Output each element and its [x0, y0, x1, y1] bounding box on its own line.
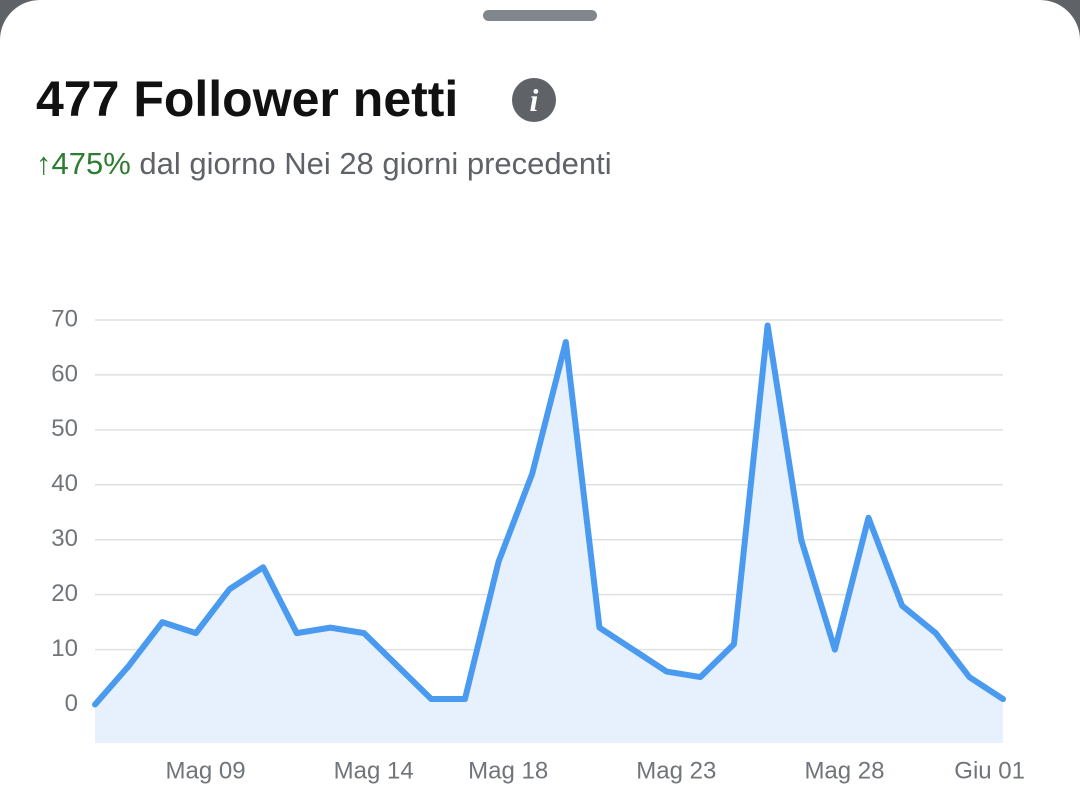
y-tick-label: 60 [51, 360, 78, 387]
drag-handle[interactable] [483, 10, 597, 21]
y-tick-label: 0 [65, 690, 78, 717]
x-tick-label: Giu 01 [954, 757, 1025, 784]
y-tick-label: 20 [51, 580, 78, 607]
change-text: dal giorno Nei 28 giorni precedenti [139, 146, 612, 181]
title: 477 Follower netti [36, 71, 459, 127]
x-tick-label: Mag 14 [334, 757, 414, 784]
y-tick-label: 50 [51, 415, 78, 442]
x-tick-label: Mag 28 [804, 757, 884, 784]
y-tick-label: 70 [51, 305, 78, 332]
x-tick-label: Mag 09 [165, 757, 245, 784]
y-tick-label: 10 [51, 635, 78, 662]
line [92, 322, 1006, 708]
info-icon[interactable]: i [512, 78, 556, 122]
y-tick-label: 40 [51, 470, 78, 497]
area [95, 325, 1003, 743]
change: ↑475% [36, 146, 131, 181]
x-tick-label: Mag 18 [468, 757, 548, 784]
x-tick-label: Mag 23 [636, 757, 716, 784]
subtitle: ↑475% dal giorno Nei 28 giorni precedent… [36, 146, 612, 182]
y-tick-label: 30 [51, 525, 78, 552]
